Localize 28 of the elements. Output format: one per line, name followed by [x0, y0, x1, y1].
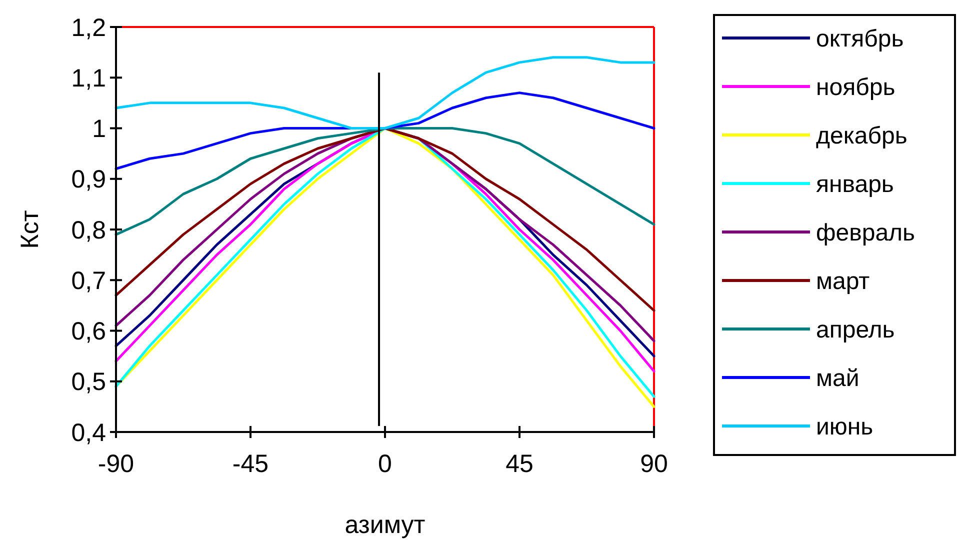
x-tick-label: -45 — [232, 450, 269, 478]
y-tick-label: 1 — [92, 115, 106, 143]
y-tick-label: 1,2 — [71, 14, 106, 42]
y-tick-label: 0,9 — [71, 166, 106, 194]
y-tick-label: 0,7 — [71, 266, 106, 295]
legend-label: октябрь — [816, 25, 904, 52]
y-tick-label: 0,4 — [71, 418, 106, 447]
legend-label: апрель — [816, 316, 895, 344]
y-tick-label: 1,1 — [71, 64, 106, 92]
x-tick-label: 0 — [378, 450, 392, 478]
x-axis-title: азимут — [344, 511, 426, 539]
legend-label: май — [816, 364, 860, 392]
line-series — [114, 56, 656, 130]
y-tick-label: 0,6 — [71, 318, 106, 346]
legend-label: январь — [816, 170, 894, 198]
line-series — [114, 92, 656, 170]
legend-label: ноябрь — [816, 74, 896, 101]
legend-label: март — [816, 268, 870, 295]
x-tick-label: -90 — [98, 450, 134, 478]
line-series — [114, 127, 656, 236]
x-tick-label: 90 — [640, 450, 668, 478]
y-tick-label: 0,8 — [71, 216, 106, 244]
x-tick-label: 45 — [506, 450, 534, 478]
y-axis-title: Кст — [16, 210, 44, 249]
legend-label: июнь — [816, 413, 874, 440]
y-tick-label: 0,5 — [71, 368, 106, 396]
legend-label: февраль — [816, 219, 916, 246]
legend-label: декабрь — [816, 122, 908, 150]
